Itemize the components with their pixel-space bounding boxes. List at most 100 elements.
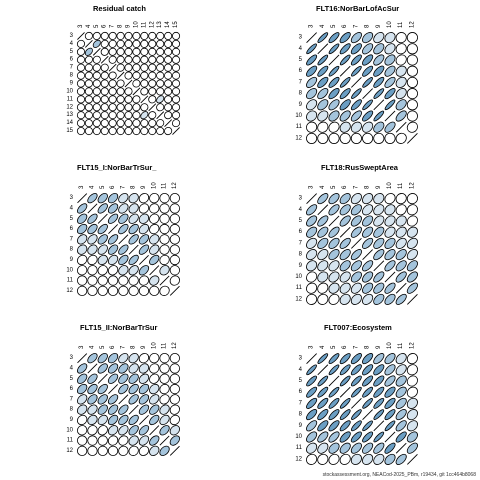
- corr-ellipse: [77, 244, 88, 255]
- corr-panel-2: FLT15_I:NorBarTrSur_3 4 5 6 7 8 9 10 11 123456789…: [66, 163, 180, 296]
- corr-ellipse: [92, 95, 101, 104]
- corr-ellipse: [169, 383, 180, 395]
- corr-ellipse: [159, 404, 170, 415]
- corr-ellipse: [87, 223, 98, 235]
- corr-ellipse: [373, 237, 385, 249]
- col-label: 5: [331, 24, 337, 28]
- corr-ellipse: [156, 63, 165, 72]
- corr-ellipse: [339, 364, 351, 376]
- corr-ellipse: [128, 383, 139, 395]
- corr-ellipse: [164, 71, 173, 80]
- row-label: 4: [299, 367, 303, 373]
- corr-ellipse: [328, 364, 340, 376]
- corr-ellipse: [362, 293, 374, 305]
- corr-ellipse: [328, 249, 340, 261]
- corr-ellipse: [87, 353, 98, 364]
- corr-ellipse: [339, 442, 351, 454]
- corr-ellipse: [100, 103, 109, 112]
- corr-ellipse: [118, 193, 129, 204]
- corr-ellipse: [124, 39, 133, 48]
- corr-ellipse: [339, 409, 351, 421]
- corr-ellipse: [107, 425, 119, 436]
- corr-ellipse: [384, 453, 396, 465]
- corr-ellipse: [171, 111, 181, 120]
- corr-ellipse: [317, 226, 329, 238]
- col-label: 7: [353, 24, 359, 28]
- row-label: 7: [70, 396, 74, 402]
- col-label: 11: [398, 21, 404, 28]
- corr-ellipse: [339, 353, 351, 365]
- corr-ellipse: [171, 95, 181, 104]
- corr-ellipse: [100, 31, 109, 41]
- corr-ellipse: [156, 39, 165, 48]
- corr-ellipse: [100, 111, 109, 120]
- row-label: 9: [70, 417, 74, 423]
- row-label: 6: [299, 68, 303, 74]
- diag-mark: [87, 363, 98, 374]
- corr-ellipse: [406, 282, 418, 294]
- corr-ellipse: [317, 293, 329, 305]
- corr-ellipse: [317, 282, 329, 294]
- corr-ellipse: [118, 435, 129, 446]
- corr-ellipse: [138, 373, 150, 384]
- corr-ellipse: [138, 275, 150, 286]
- corr-ellipse: [350, 282, 362, 294]
- corr-ellipse: [339, 77, 351, 88]
- corr-ellipse: [140, 111, 149, 120]
- row-label: 6: [70, 57, 74, 63]
- corr-ellipse: [384, 32, 396, 44]
- row-label: 8: [299, 91, 303, 97]
- corr-ellipse: [77, 265, 88, 276]
- corr-ellipse: [149, 445, 160, 456]
- corr-ellipse: [362, 204, 374, 216]
- col-label: 6: [110, 185, 116, 189]
- diag-mark: [149, 265, 160, 276]
- corr-ellipse: [92, 111, 101, 120]
- corr-ellipse: [149, 275, 160, 286]
- corr-ellipse: [306, 431, 318, 443]
- corr-ellipse: [339, 110, 351, 122]
- corr-ellipse: [148, 111, 157, 120]
- corr-ellipse: [384, 442, 396, 454]
- diag-mark: [306, 32, 317, 43]
- corr-ellipse: [339, 431, 351, 443]
- corr-ellipse: [339, 43, 351, 55]
- corr-ellipse: [159, 265, 170, 276]
- corr-ellipse: [108, 95, 117, 104]
- diag-mark: [306, 353, 317, 364]
- corr-ellipse: [328, 431, 340, 443]
- corr-ellipse: [395, 215, 407, 227]
- col-label: 11: [398, 342, 404, 349]
- diag-mark: [362, 88, 373, 99]
- corr-ellipse: [87, 275, 98, 286]
- corr-ellipse: [97, 265, 108, 276]
- corr-ellipse: [351, 386, 362, 398]
- diag-mark: [118, 394, 129, 405]
- corr-ellipse: [317, 76, 329, 88]
- corr-ellipse: [169, 275, 180, 286]
- corr-ellipse: [362, 99, 373, 111]
- corr-ellipse: [148, 55, 157, 64]
- corr-ellipse: [306, 132, 318, 144]
- corr-ellipse: [317, 442, 329, 454]
- corr-ellipse: [169, 425, 180, 436]
- diag-mark: [108, 63, 117, 72]
- diag-mark: [84, 39, 93, 48]
- corr-ellipse: [328, 65, 340, 77]
- corr-ellipse: [84, 111, 93, 120]
- corr-ellipse: [373, 215, 385, 227]
- corr-ellipse: [362, 353, 374, 365]
- corr-ellipse: [84, 103, 93, 112]
- col-label: 4: [320, 345, 326, 349]
- corr-ellipse: [395, 431, 407, 443]
- col-label: 9: [126, 24, 132, 28]
- corr-ellipse: [395, 204, 407, 216]
- corr-ellipse: [118, 203, 129, 214]
- corr-ellipse: [132, 111, 141, 120]
- corr-ellipse: [118, 445, 129, 456]
- corr-ellipse: [159, 383, 170, 395]
- diag-mark: [328, 54, 340, 66]
- diag-mark: [317, 364, 329, 376]
- corr-ellipse: [84, 119, 93, 128]
- corr-ellipse: [124, 47, 133, 56]
